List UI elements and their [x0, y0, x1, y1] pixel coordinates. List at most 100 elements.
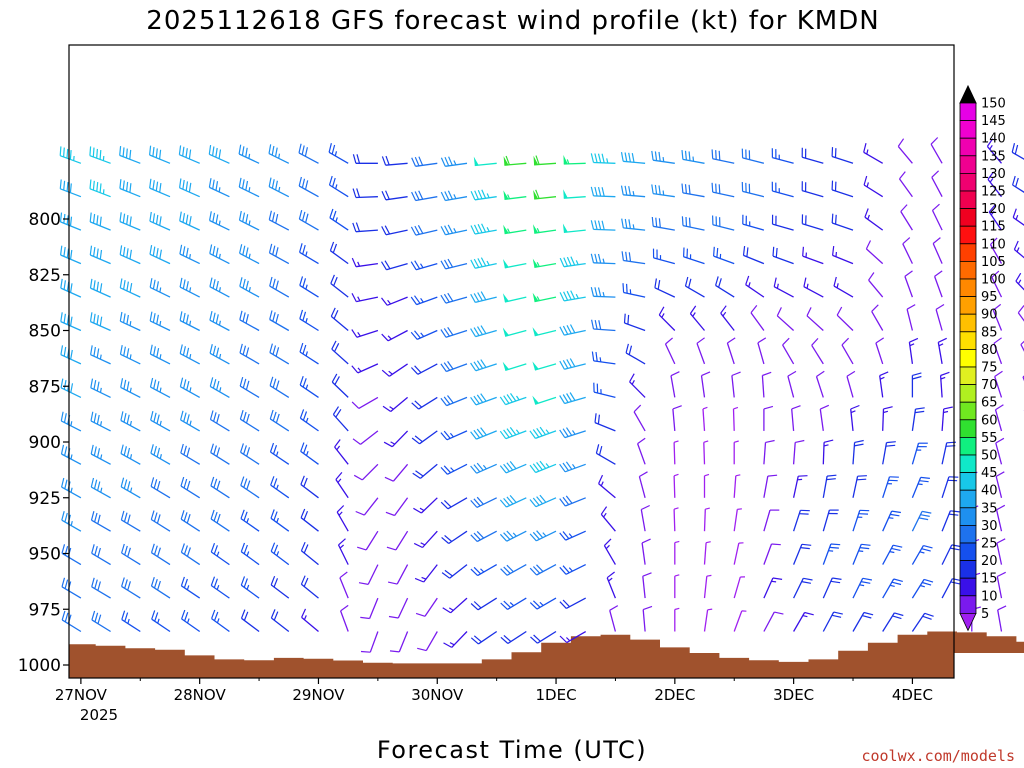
barb-half-tick [545, 429, 550, 434]
barb-half-tick [734, 440, 739, 443]
barb-shaft [811, 344, 824, 365]
barb-tick [149, 377, 154, 388]
barb-half-tick [357, 331, 361, 337]
barb-shaft [996, 576, 1003, 599]
barb-tick [410, 226, 417, 236]
barb-shaft [365, 530, 379, 551]
barb-half-tick [305, 384, 309, 390]
barb-shaft [930, 143, 943, 164]
barb-tick [358, 582, 369, 585]
barb-tick [597, 253, 602, 264]
barb-shaft [475, 296, 497, 304]
wind-barb [411, 396, 438, 410]
wind-barb [389, 631, 409, 653]
barb-tick [70, 283, 73, 293]
barb-tick [123, 446, 127, 456]
wind-barb [351, 396, 379, 409]
barb-tick [123, 313, 126, 323]
barb-shaft [505, 463, 527, 474]
wind-barb [211, 609, 230, 633]
barb-tick [841, 337, 850, 346]
barb-shaft [505, 430, 527, 440]
barb-tick [470, 568, 479, 577]
barb-tick [90, 444, 94, 455]
colorbar-label: 40 [981, 484, 998, 499]
barb-shaft [505, 363, 527, 372]
wind-barb [90, 411, 111, 432]
barb-shaft [61, 486, 82, 499]
barb-half-tick [920, 584, 925, 588]
barb-tick [443, 328, 450, 337]
wind-barb [299, 376, 319, 398]
wind-barb [1012, 175, 1024, 193]
barb-tick [275, 413, 280, 423]
wind-barb [689, 305, 705, 331]
barb-tick [302, 411, 308, 421]
barb-shaft [474, 229, 497, 235]
barb-shaft [363, 497, 379, 516]
barb-tick [245, 214, 249, 224]
barb-tick [440, 501, 449, 510]
barb-tick [239, 277, 243, 287]
barb-half-tick [186, 618, 190, 624]
barb-tick [355, 222, 361, 232]
barb-tick [218, 149, 222, 159]
barb-tick [268, 210, 272, 220]
barb-shaft [802, 156, 824, 164]
wind-barb [819, 404, 830, 431]
wind-barb [745, 275, 765, 298]
wind-barb [328, 175, 349, 198]
wind-barb [60, 345, 82, 365]
barb-tick [89, 278, 93, 289]
barb-tick [238, 144, 242, 155]
wind-barb [91, 577, 111, 599]
barb-tick [559, 463, 566, 473]
barb-tick [329, 241, 335, 251]
barb-tick [742, 246, 746, 256]
barb-tick [773, 277, 777, 287]
barb-shaft [1012, 184, 1024, 193]
barb-tick [93, 413, 97, 423]
barb-shaft [534, 363, 557, 371]
barb-tick [850, 404, 860, 410]
barb-tick [470, 431, 477, 440]
wind-barb [270, 476, 290, 499]
barb-tick [183, 512, 188, 522]
wind-barb [330, 274, 349, 298]
wind-barb [641, 538, 651, 565]
barb-tick [210, 576, 216, 586]
barb-tick [92, 147, 95, 158]
barb-tick [684, 150, 687, 161]
barb-shaft [299, 351, 319, 365]
barb-shaft [852, 578, 864, 599]
wind-barb [792, 475, 808, 498]
barb-tick [153, 579, 158, 589]
barb-tick [269, 276, 273, 287]
barb-shaft [852, 612, 865, 632]
barb-tick [562, 565, 570, 574]
wind-barb [300, 475, 319, 499]
barb-tick [536, 427, 543, 437]
barb-shaft [682, 192, 705, 198]
barb-tick [684, 184, 687, 194]
wind-barb [991, 270, 1003, 298]
wind-barb [269, 276, 290, 298]
barb-tick [622, 283, 625, 293]
barb-tick [835, 214, 837, 225]
barb-half-tick [572, 430, 576, 435]
wind-barb [792, 509, 810, 532]
barb-shaft [593, 161, 616, 164]
wind-barb [898, 171, 913, 198]
barb-shaft [425, 631, 438, 651]
barb-tick [60, 378, 64, 388]
barb-shaft [598, 483, 616, 499]
barb-tick [861, 543, 871, 546]
barb-tick [536, 564, 544, 573]
barb-shaft [1012, 216, 1024, 226]
barb-tick [443, 642, 452, 648]
barb-shaft [474, 196, 497, 201]
barb-tick [242, 212, 246, 222]
barb-tick [470, 362, 477, 372]
barb-flag [473, 156, 479, 166]
wind-barb [933, 270, 943, 298]
